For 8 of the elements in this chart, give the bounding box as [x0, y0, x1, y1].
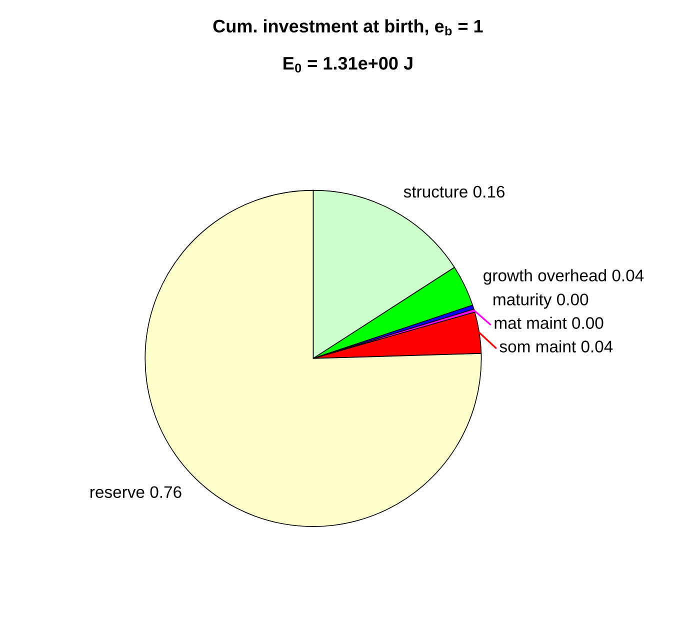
slice-label: reserve 0.76 — [90, 486, 182, 498]
slice-label: structure 0.16 — [404, 186, 504, 198]
slice-label: growth overhead 0.04 — [484, 269, 644, 285]
chart-title: Cum. investment at birth, e$_{b}$ = 1 — [213, 19, 483, 36]
slice-label: mat maint 0.00 — [494, 316, 604, 329]
slice-label: maturity 0.00 — [494, 293, 588, 309]
slice-label: som maint 0.04 — [500, 340, 613, 352]
chart-subtitle: E$_{0}$ = 1.31e+00 J — [284, 56, 412, 73]
